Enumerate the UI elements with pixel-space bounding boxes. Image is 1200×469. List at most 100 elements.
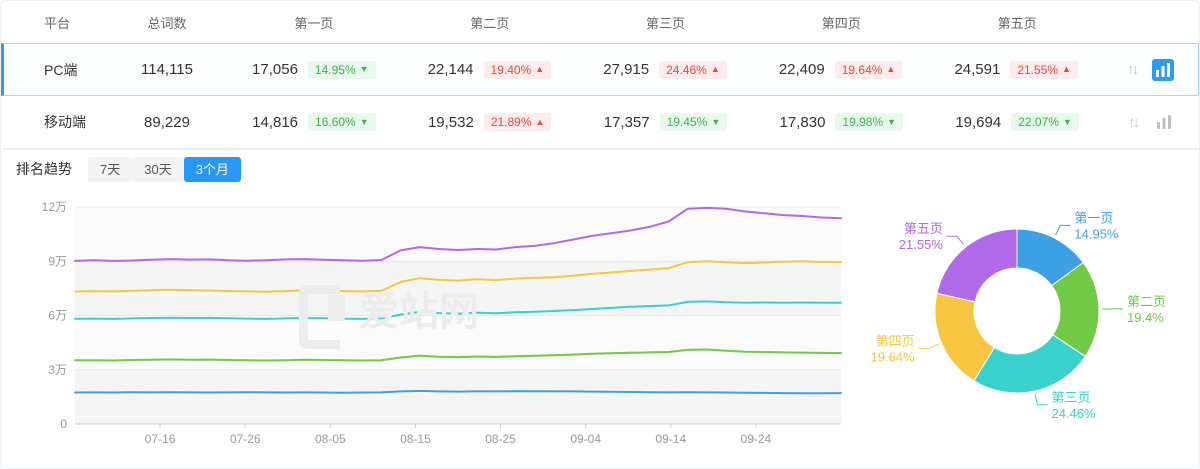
trend-toolbar: 排名趋势 7天 30天 3个月 (1, 149, 1199, 187)
change-badge: 19.64% ▲ (834, 60, 903, 79)
y-axis-label: 3万 (48, 363, 67, 377)
keyword-count: 22,409 (778, 61, 825, 78)
page-stat-cell: 24,591 21.55% ▲ (928, 60, 1104, 79)
slice-label: 第四页 (876, 333, 915, 348)
arrow-down-icon: ▼ (887, 116, 897, 127)
keyword-count: 17,357 (603, 113, 650, 131)
slice-percent: 19.4% (1127, 310, 1164, 325)
keyword-count: 17,830 (779, 113, 826, 131)
slice-label: 第一页 (1074, 210, 1113, 225)
platform-cell: 移动端 (44, 114, 86, 130)
split-area (75, 315, 841, 370)
y-axis-label: 12万 (42, 200, 67, 214)
platform-cell: PC端 (44, 61, 78, 78)
arrow-down-icon: ▼ (359, 116, 369, 127)
slice-percent: 19.64% (871, 349, 916, 364)
trend-line-chart[interactable]: 0 3万 6万 9万 12万 07-16 07-26 08-05 08-15 08-25 09-04… (1, 187, 857, 466)
slice-percent: 24.46% (1052, 406, 1097, 421)
tab-30天[interactable]: 30天 (132, 156, 184, 182)
keyword-count: 22,144 (427, 61, 474, 78)
page-stat-cell: 27,915 24.46% ▲ (577, 60, 753, 79)
page-stat-cell: 22,409 19.64% ▲ (753, 60, 929, 79)
range-tabs: 7天 30天 3个月 (88, 156, 241, 182)
rank-table: 平台 总词数 第一页 第二页 第三页 第四页 第五页 PC端 114,115 1… (1, 1, 1199, 149)
arrow-down-icon: ▼ (359, 64, 369, 74)
x-axis-label: 09-04 (570, 432, 601, 446)
table-header-row: 平台 总词数 第一页 第二页 第三页 第四页 第五页 (1, 1, 1199, 43)
table-row[interactable]: 移动端 89,229 14,816 16.60% ▼ 19,532 21.89% ▲ 17,… (1, 96, 1199, 149)
sort-icon[interactable]: ↑↓ (1127, 61, 1139, 78)
page-stat-cell: 22,144 19.40% ▲ (402, 60, 578, 79)
change-percent: 14.95% (314, 62, 356, 77)
change-badge: 21.89% ▲ (483, 113, 552, 131)
slice-label: 第五页 (904, 221, 943, 236)
header-platform: 平台 (44, 15, 71, 31)
pie-slice-第五页[interactable] (936, 228, 1018, 303)
label-leader-line (946, 235, 965, 246)
keyword-count: 19,532 (427, 113, 474, 131)
change-badge: 16.60% ▼ (308, 113, 376, 131)
header-page-5: 第五页 (997, 15, 1037, 31)
page-stat-cell: 14,816 16.60% ▼ (226, 113, 402, 131)
label-leader-line (1034, 393, 1048, 406)
y-axis-label: 6万 (48, 309, 67, 323)
sort-icon[interactable]: ↑↓ (1128, 113, 1140, 131)
header-page-2: 第二页 (470, 15, 510, 31)
change-badge: 22.07% ▼ (1011, 113, 1079, 131)
series-line-第四页 (74, 260, 842, 293)
series-line-第二页 (74, 348, 842, 362)
keyword-count: 19,694 (955, 113, 1002, 131)
arrow-down-icon: ▼ (1062, 116, 1072, 127)
table-row[interactable]: PC端 114,115 17,056 14.95% ▼ 22,144 19.40% ▲ 27… (1, 43, 1199, 96)
page-stat-cell: 17,056 14.95% ▼ (226, 60, 402, 79)
bar-chart-icon[interactable] (1153, 111, 1175, 133)
header-page-1: 第一页 (294, 15, 334, 31)
x-axis-label: 07-26 (230, 432, 261, 446)
keyword-count: 17,056 (252, 61, 298, 78)
change-percent: 16.60% (315, 115, 356, 129)
change-percent: 19.45% (666, 115, 708, 129)
slice-label: 第三页 (1052, 390, 1091, 405)
arrow-up-icon: ▲ (710, 64, 720, 74)
change-percent: 24.46% (666, 62, 707, 77)
y-axis-label: 9万 (48, 254, 67, 268)
change-badge: 19.45% ▼ (659, 113, 728, 131)
y-axis-label: 0 (60, 417, 67, 431)
split-area (75, 369, 841, 424)
arrow-up-icon: ▲ (535, 64, 545, 74)
change-percent: 21.89% (490, 115, 532, 129)
trend-title: 排名趋势 (16, 160, 72, 177)
slice-label: 第二页 (1127, 294, 1166, 309)
header-page-3: 第三页 (645, 15, 685, 31)
keyword-count: 24,591 (954, 61, 1001, 78)
tab-7天[interactable]: 7天 (88, 156, 133, 182)
change-percent: 22.07% (1018, 115, 1059, 129)
keyword-count: 14,816 (252, 113, 299, 131)
x-axis-label: 09-14 (655, 432, 686, 446)
arrow-up-icon: ▲ (535, 116, 545, 127)
line-chart-svg: 0 3万 6万 9万 12万 07-16 07-26 08-05 08-15 08-25 09-04… (42, 200, 842, 446)
x-axis-label: 08-25 (485, 432, 516, 446)
change-badge: 24.46% ▲ (659, 60, 727, 79)
tab-3个月[interactable]: 3个月 (183, 156, 241, 182)
x-axis-label: 07-16 (145, 432, 176, 446)
change-badge: 19.40% ▲ (483, 60, 552, 79)
slice-percent: 21.55% (899, 237, 944, 252)
x-axis-label: 09-24 (741, 432, 772, 446)
series-line-第三页 (74, 300, 842, 320)
charts-area: 0 3万 6万 9万 12万 07-16 07-26 08-05 08-15 08-25 09-04… (1, 187, 1199, 466)
page-stat-cell: 17,830 19.98% ▼ (753, 113, 929, 131)
bar-chart-icon[interactable] (1152, 58, 1174, 81)
series-line-第一页 (74, 389, 842, 395)
label-leader-line (918, 343, 939, 349)
change-percent: 19.64% (841, 62, 883, 77)
change-percent: 21.55% (1017, 62, 1059, 77)
change-badge: 14.95% ▼ (307, 60, 376, 79)
header-page-4: 第四页 (821, 15, 861, 31)
change-percent: 19.98% (842, 115, 884, 129)
series-line-第五页 (74, 206, 842, 262)
page-share-donut-chart[interactable]: 第一页 14.95% 第二页 19.4% 第三页 24.46% 第四页 19.64% 第五页 21… (857, 187, 1191, 466)
arrow-up-icon: ▲ (1062, 64, 1071, 74)
